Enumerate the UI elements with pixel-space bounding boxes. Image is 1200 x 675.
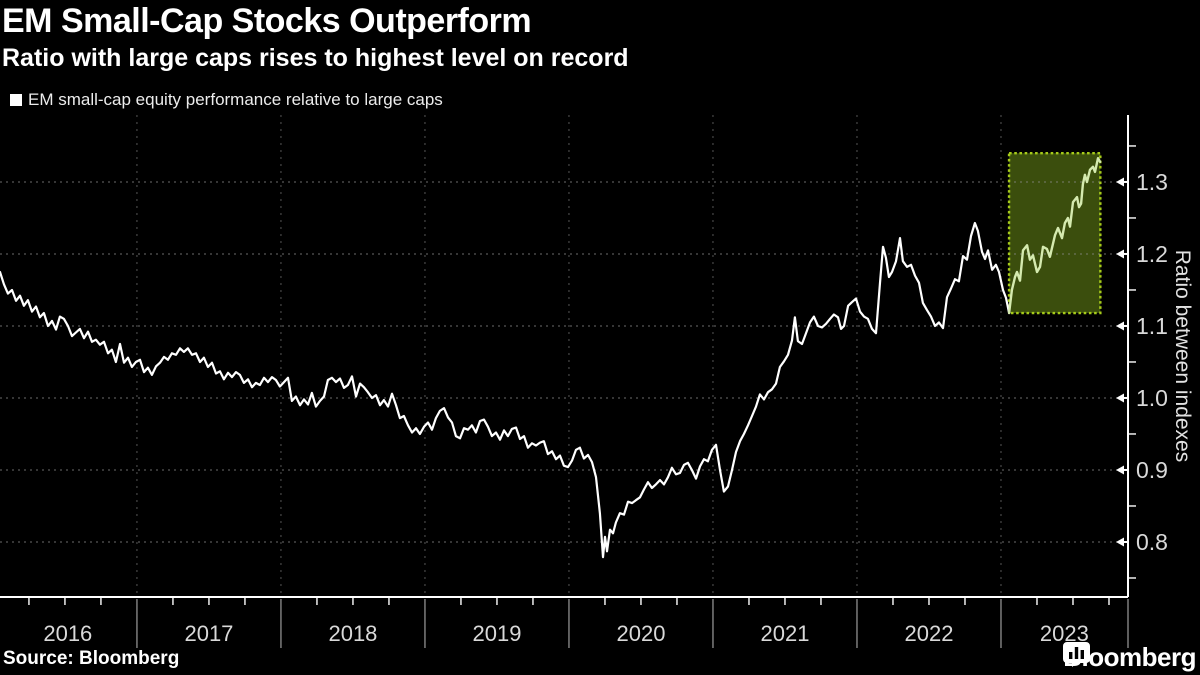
svg-text:0.9: 0.9 [1136,457,1168,483]
svg-text:2017: 2017 [184,621,233,646]
svg-text:2022: 2022 [905,621,954,646]
svg-text:2021: 2021 [761,621,810,646]
series-line [0,221,1011,559]
svg-text:0.8: 0.8 [1136,529,1168,555]
horizontal-gridlines [0,181,1128,543]
y-axis-title-group: Ratio between indexes [1171,250,1194,462]
svg-text:2018: 2018 [328,621,377,646]
series-line-highlighted [1007,156,1102,315]
y-axis-title: Ratio between indexes [1171,250,1194,462]
vertical-gridlines [136,115,1002,597]
svg-text:1.0: 1.0 [1136,385,1168,411]
svg-text:1.1: 1.1 [1136,313,1168,339]
svg-text:2023: 2023 [1040,621,1089,646]
svg-text:1.2: 1.2 [1136,241,1168,267]
x-axis-ticks [28,597,1129,648]
svg-text:2020: 2020 [616,621,665,646]
svg-text:2016: 2016 [43,621,92,646]
x-axis-labels: 2016 2017 2018 2019 2020 2021 2022 2023 [43,621,1088,646]
highlight-box-border [1007,151,1102,315]
axes [0,115,1129,598]
svg-text:2019: 2019 [472,621,521,646]
y-axis-ticks: 0.8 0.9 1.0 1.1 1.2 1.3 [1116,145,1168,579]
svg-text:1.3: 1.3 [1136,169,1168,195]
